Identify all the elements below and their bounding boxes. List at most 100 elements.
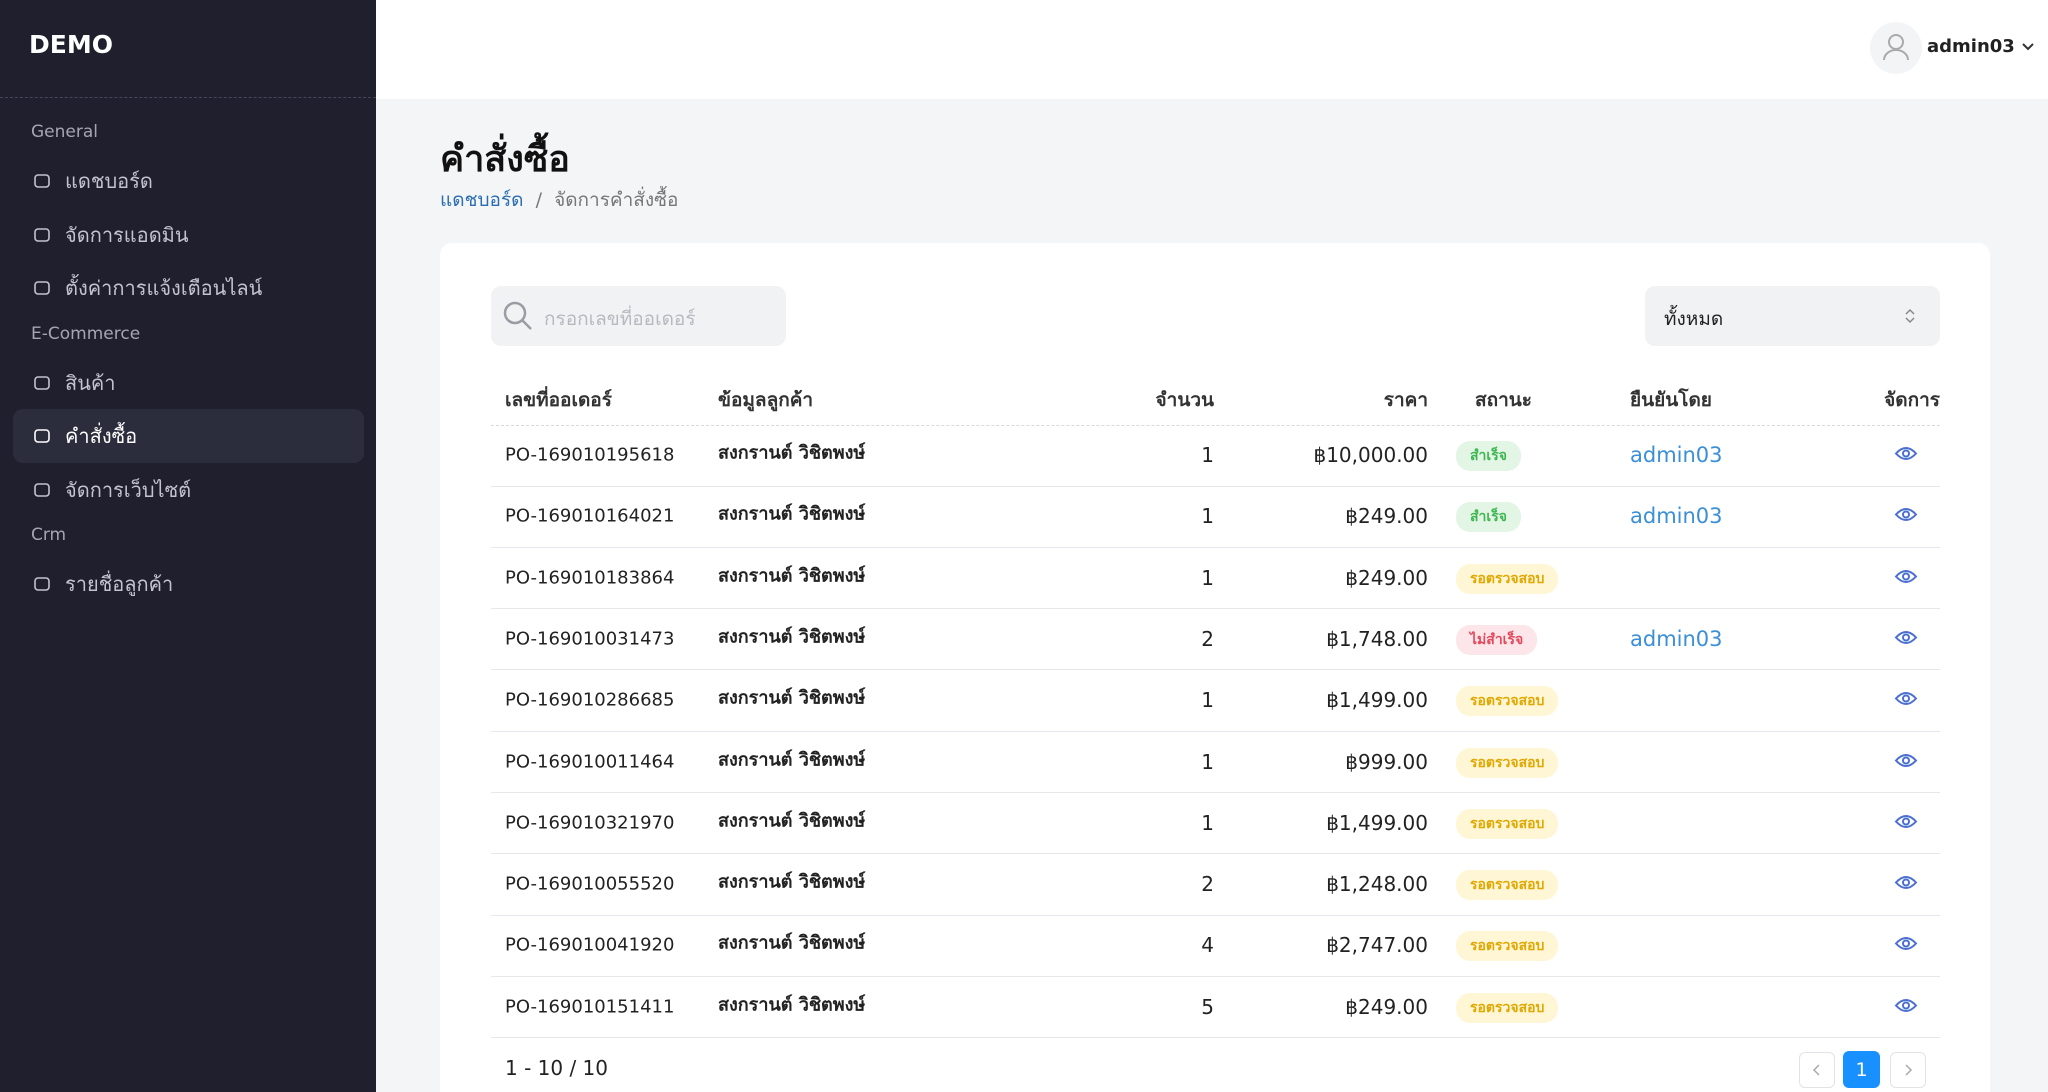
nav-label: สินค้า	[65, 370, 116, 395]
row-divider	[491, 546, 1940, 548]
nav-item[interactable]: จัดการแอดมิน	[13, 208, 364, 262]
quantity: 1	[1201, 565, 1214, 590]
sidebar: DEMO General แดชบอร์ดจัดการแอดมินตั้งค่าก…	[0, 0, 376, 1092]
select-value: ทั้งหมด	[1664, 308, 1724, 330]
customer-name: สงกรานต์ วิชิตพงษ์	[718, 503, 866, 525]
view-button[interactable]	[1894, 445, 1918, 468]
price: ฿10,000.00	[1313, 443, 1428, 467]
row-divider	[491, 975, 1940, 977]
price: ฿999.00	[1345, 749, 1428, 774]
breadcrumb-link[interactable]: แดชบอร์ด	[440, 189, 524, 211]
view-button[interactable]	[1894, 996, 1918, 1019]
view-button[interactable]	[1894, 751, 1918, 774]
status-badge: รอตรวจสอบ	[1456, 992, 1559, 1023]
status-badge: สำเร็จ	[1456, 441, 1521, 471]
customer-name: สงกรานต์ วิชิตพงษ์	[718, 871, 866, 893]
customer-name: สงกรานต์ วิชิตพงษ์	[718, 565, 866, 587]
order-number: PO-169010031473	[505, 628, 675, 650]
row-divider	[491, 792, 1940, 793]
status-badge: รอตรวจสอบ	[1456, 870, 1559, 901]
status-badge: รอตรวจสอบ	[1456, 808, 1559, 839]
view-button[interactable]	[1894, 874, 1918, 897]
view-button[interactable]	[1894, 628, 1918, 651]
row-divider	[491, 914, 1940, 916]
price: ฿1,499.00	[1326, 688, 1428, 713]
next-page[interactable]	[1890, 1052, 1926, 1088]
row-divider	[491, 608, 1940, 610]
quantity: 2	[1201, 626, 1214, 651]
search-input[interactable]: กรอกเลขที่ออเดอร์	[491, 286, 786, 346]
quantity: 1	[1201, 810, 1214, 835]
header-divider	[491, 425, 1940, 426]
price: ฿249.00	[1345, 565, 1428, 590]
status-badge: ไม่สำเร็จ	[1456, 624, 1538, 655]
section-title: Crm	[31, 525, 67, 545]
section-title: General	[31, 122, 98, 142]
status-badge: สำเร็จ	[1456, 502, 1521, 533]
price: ฿1,499.00	[1326, 810, 1428, 835]
quantity: 1	[1201, 504, 1214, 529]
nav-item[interactable]: คำสั่งซื้อ	[13, 409, 364, 463]
quantity: 1	[1201, 688, 1214, 713]
order-number: PO-169010041920	[505, 934, 675, 956]
order-number: PO-169010151411	[505, 996, 675, 1018]
nav-label: จัดการแอดมิน	[65, 222, 189, 247]
brand: DEMO	[29, 30, 113, 59]
column-header: จำนวน	[1155, 389, 1214, 411]
column-header: เลขที่ออเดอร์	[505, 389, 612, 411]
section-title: E-Commerce	[31, 323, 141, 344]
price: ฿1,748.00	[1326, 626, 1428, 651]
nav-item[interactable]: ตั้งค่าการแจ้งเตือนไลน์	[13, 261, 364, 315]
customer-name: สงกรานต์ วิชิตพงษ์	[718, 687, 866, 709]
prev-page[interactable]	[1799, 1052, 1835, 1088]
price: ฿249.00	[1345, 994, 1428, 1019]
status-badge: รอตรวจสอบ	[1456, 931, 1559, 962]
row-divider	[491, 485, 1940, 487]
row-divider	[491, 1037, 1940, 1039]
search-placeholder: กรอกเลขที่ออเดอร์	[544, 308, 696, 330]
quantity: 1	[1201, 443, 1214, 467]
customer-name: สงกรานต์ วิชิตพงษ์	[718, 810, 866, 832]
status-badge: รอตรวจสอบ	[1456, 747, 1559, 778]
breadcrumb: แดชบอร์ด / จัดการคำสั่งซื้อ	[440, 189, 679, 211]
nav-item[interactable]: แดชบอร์ด	[13, 154, 364, 208]
breadcrumb-current: จัดการคำสั่งซื้อ	[554, 189, 679, 211]
nav-item[interactable]: จัดการเว็บไซต์	[13, 463, 364, 517]
view-button[interactable]	[1894, 567, 1918, 590]
customer-name: สงกรานต์ วิชิตพงษ์	[718, 932, 866, 954]
order-number: PO-169010055520	[505, 873, 675, 895]
column-header: ยืนยันโดย	[1630, 389, 1712, 411]
confirmed-by[interactable]: admin03	[1630, 504, 1723, 529]
avatar[interactable]	[1870, 22, 1922, 74]
user-menu[interactable]: admin03	[1927, 36, 2035, 57]
page-title: คำสั่งซื้อ	[440, 139, 570, 180]
column-header: จัดการ	[1884, 389, 1940, 411]
view-button[interactable]	[1894, 690, 1918, 713]
view-button[interactable]	[1894, 506, 1918, 529]
customer-name: สงกรานต์ วิชิตพงษ์	[718, 749, 866, 770]
column-header: ราคา	[1383, 389, 1428, 411]
row-divider	[491, 853, 1940, 855]
view-button[interactable]	[1894, 935, 1918, 958]
confirmed-by[interactable]: admin03	[1630, 626, 1723, 651]
status-select[interactable]: ทั้งหมด	[1645, 286, 1940, 346]
price: ฿2,747.00	[1326, 933, 1428, 958]
nav-label: แดชบอร์ด	[65, 169, 153, 193]
price: ฿1,248.00	[1326, 872, 1428, 897]
quantity: 4	[1201, 933, 1214, 958]
nav-label: รายชื่อลูกค้า	[65, 572, 174, 596]
row-divider	[491, 730, 1940, 732]
nav-item[interactable]: สินค้า	[13, 356, 364, 410]
column-header: สถานะ	[1475, 389, 1532, 411]
nav-label: คำสั่งซื้อ	[65, 424, 138, 448]
current-page[interactable]: 1	[1843, 1051, 1880, 1088]
quantity: 1	[1201, 749, 1214, 774]
nav-item[interactable]: รายชื่อลูกค้า	[13, 557, 364, 611]
order-number: PO-169010321970	[505, 812, 675, 834]
confirmed-by[interactable]: admin03	[1630, 443, 1723, 467]
quantity: 5	[1201, 994, 1214, 1019]
nav-label: จัดการเว็บไซต์	[65, 477, 192, 502]
view-button[interactable]	[1894, 812, 1918, 835]
